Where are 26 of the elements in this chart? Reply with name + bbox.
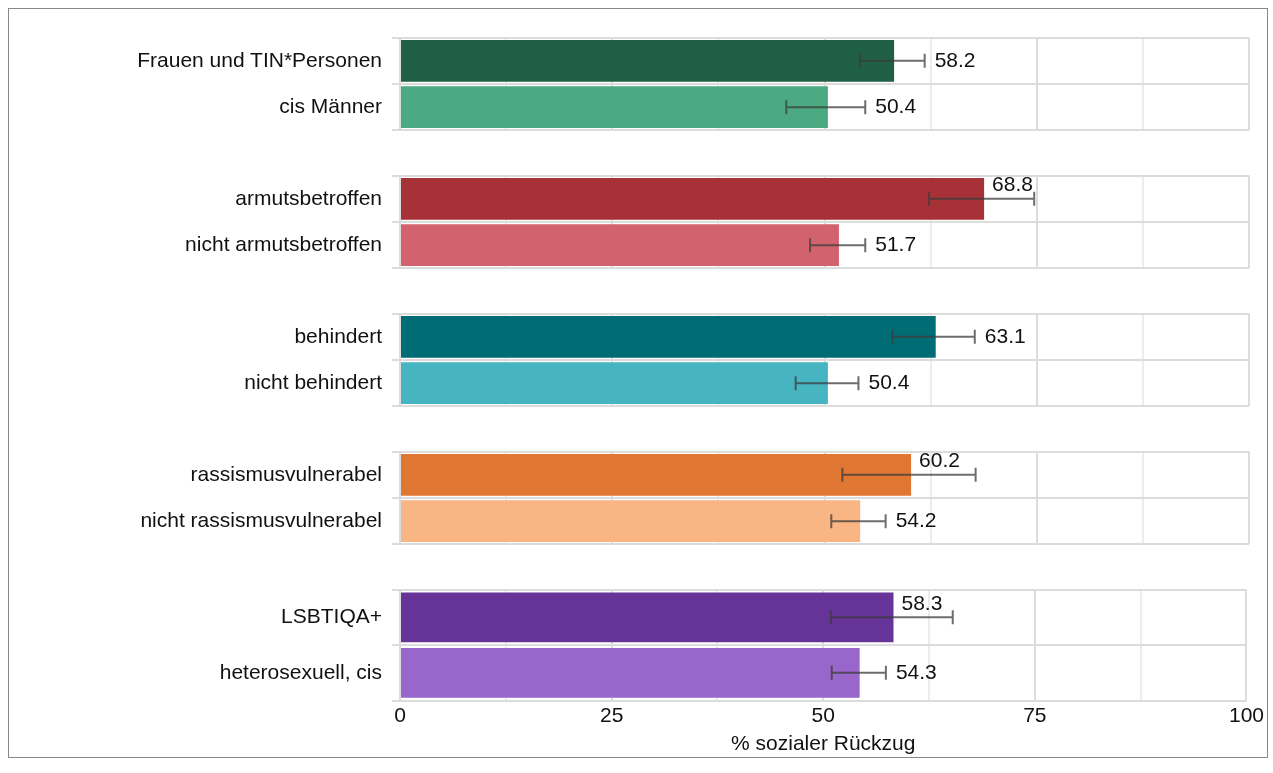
data-label: 68.8 [992, 172, 1033, 196]
data-label: 51.7 [875, 232, 917, 255]
y-tick-label: Frauen und TIN*Personen [137, 47, 382, 71]
x-tick-label: 0 [394, 703, 406, 726]
data-label: 54.2 [895, 508, 937, 531]
data-label: 58.3 [901, 590, 943, 614]
y-tick-label: nicht behindert [244, 370, 383, 393]
y-tick-label: nicht armutsbetroffen [185, 232, 382, 255]
x-axis-title: % sozialer Rückzug [731, 731, 916, 755]
data-label: 58.2 [934, 47, 976, 71]
x-tick-label: 25 [599, 703, 624, 726]
y-tick-label: LSBTIQA+ [281, 604, 382, 628]
x-tick-label: 50 [811, 703, 835, 726]
y-tick-label: armutsbetroffen [235, 185, 382, 209]
data-label: 50.4 [875, 94, 917, 117]
y-tick-label: heterosexuell, cis [219, 659, 382, 683]
data-label: 50.4 [868, 370, 910, 393]
y-tick-label: rassismusvulnerabel [190, 461, 382, 485]
data-label: 54.3 [895, 659, 937, 683]
x-tick-label: 75 [1023, 703, 1047, 726]
y-tick-label: nicht rassismusvulnerabel [140, 508, 382, 531]
data-label: 60.2 [919, 448, 960, 472]
y-tick-label: behindert [294, 323, 383, 347]
data-label: 63.1 [984, 323, 1026, 347]
y-tick-label: cis Männer [279, 94, 383, 117]
x-tick-label: 100 [1228, 703, 1264, 726]
